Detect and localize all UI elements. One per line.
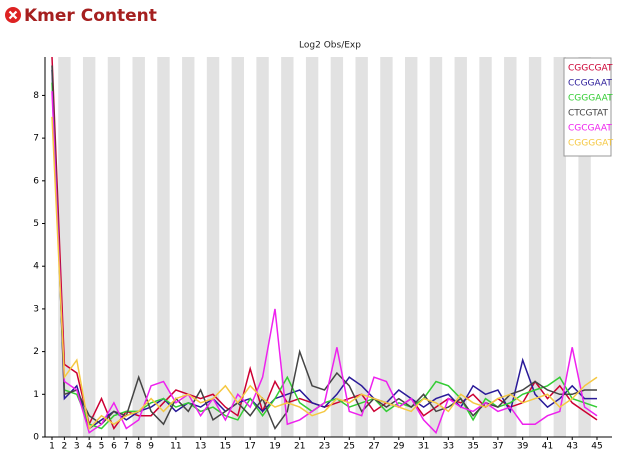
plot-background [45,57,612,437]
y-tick-label: 8 [33,91,39,101]
legend-entry: CTCGTAT [568,109,608,119]
stripe [429,57,443,437]
x-tick-label: 27 [368,442,379,452]
stripe [58,57,71,437]
legend-entry: CCGGAAT [568,79,612,89]
series-line [51,91,598,435]
y-tick-label: 6 [33,176,39,186]
header-title: Kmer Content [24,6,157,26]
x-tick-label: 8 [136,442,142,452]
y-tick-label: 1 [33,390,39,400]
x-tick-label: 3 [74,442,80,452]
stripe [305,57,319,437]
x-tick-label: 43 [567,442,578,452]
x-tick-label: 37 [492,442,503,452]
stripe [479,57,492,437]
stripe [553,57,567,437]
stripe [206,57,220,437]
chart-title: Log2 Obs/Exp [299,41,361,51]
x-tick-label: 25 [344,442,355,452]
stripe [380,57,393,437]
legend-entry: CGGGGAT [568,139,614,149]
x-tick-label: 9 [148,442,154,452]
x-tick-label: 29 [393,442,405,452]
x-tick-label: 4 [86,442,92,452]
x-tick-label: 6 [111,442,117,452]
x-tick-label: 19 [269,442,281,452]
x-tick-label: 23 [319,442,330,452]
x-tick-label: 33 [443,442,454,452]
y-tick-label: 7 [33,134,39,144]
stripe [504,57,517,437]
stripe [157,57,170,437]
x-tick-label: 39 [517,442,529,452]
fail-icon-cross [8,10,18,20]
stripe [454,57,467,437]
stripe [355,57,368,437]
y-tick-label: 0 [33,433,39,443]
legend-entry: CGGGAAT [568,94,613,104]
legend-entry: CGGCGAT [568,64,613,74]
stripe [281,57,294,437]
x-tick-label: 35 [467,442,478,452]
series-line [51,116,598,431]
y-tick-label: 2 [33,347,39,357]
stripe [82,57,96,437]
stripe [132,57,145,437]
legend-box [563,57,612,157]
legend-entry: CGCGAAT [568,124,612,134]
x-tick-label: 7 [123,442,129,452]
stripe [256,57,269,437]
x-tick-label: 21 [294,442,305,452]
x-tick-label: 2 [62,442,68,452]
y-tick-label: 3 [33,304,39,314]
x-tick-label: 11 [170,442,181,452]
x-tick-label: 1 [49,442,55,452]
x-tick-label: 41 [542,442,553,452]
x-tick-label: 31 [418,442,429,452]
x-tick-label: 5 [99,442,105,452]
x-tick-label: 45 [591,442,602,452]
stripe [182,57,195,437]
x-tick-label: 17 [244,442,255,452]
y-tick-label: 5 [33,219,39,229]
stripe [528,57,542,437]
stripe [405,57,418,437]
stripe [107,57,121,437]
y-tick-label: 4 [33,262,39,272]
x-tick-label: 13 [195,442,206,452]
stripe [330,57,344,437]
stripe [231,57,244,437]
x-tick-label: 15 [220,442,231,452]
series-line [51,65,597,431]
